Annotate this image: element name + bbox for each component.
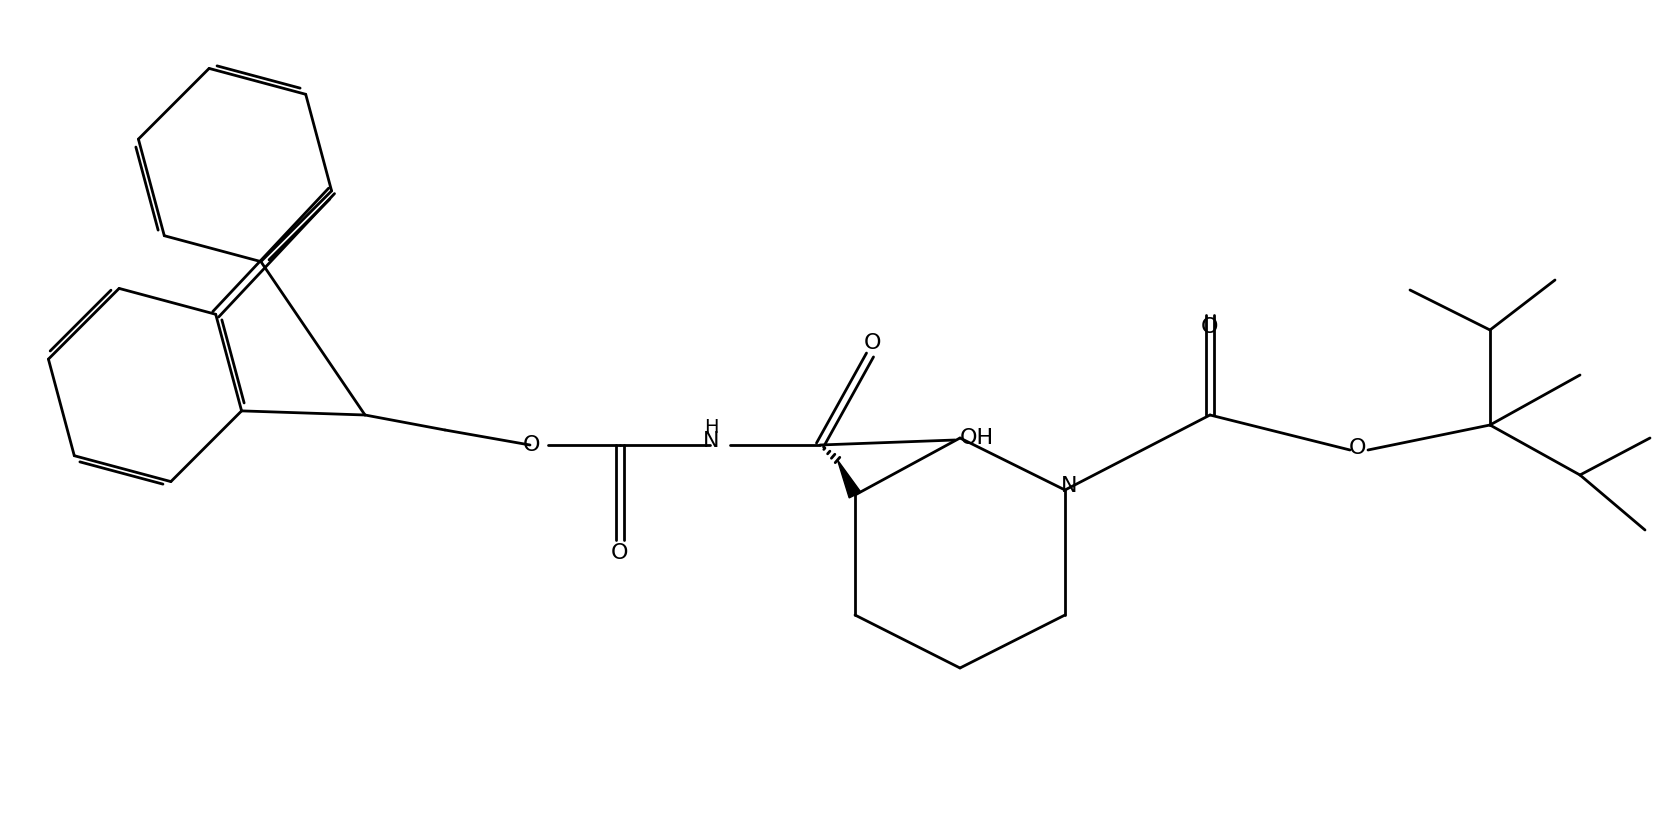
- Text: O: O: [524, 435, 540, 455]
- Polygon shape: [837, 460, 861, 498]
- Text: O: O: [611, 543, 629, 563]
- Text: O: O: [864, 333, 881, 353]
- Text: O: O: [1349, 438, 1368, 458]
- Text: N: N: [1060, 476, 1077, 496]
- Text: O: O: [1201, 317, 1218, 337]
- Text: H: H: [703, 418, 718, 437]
- Text: N: N: [703, 431, 720, 451]
- Text: OH: OH: [960, 428, 993, 448]
